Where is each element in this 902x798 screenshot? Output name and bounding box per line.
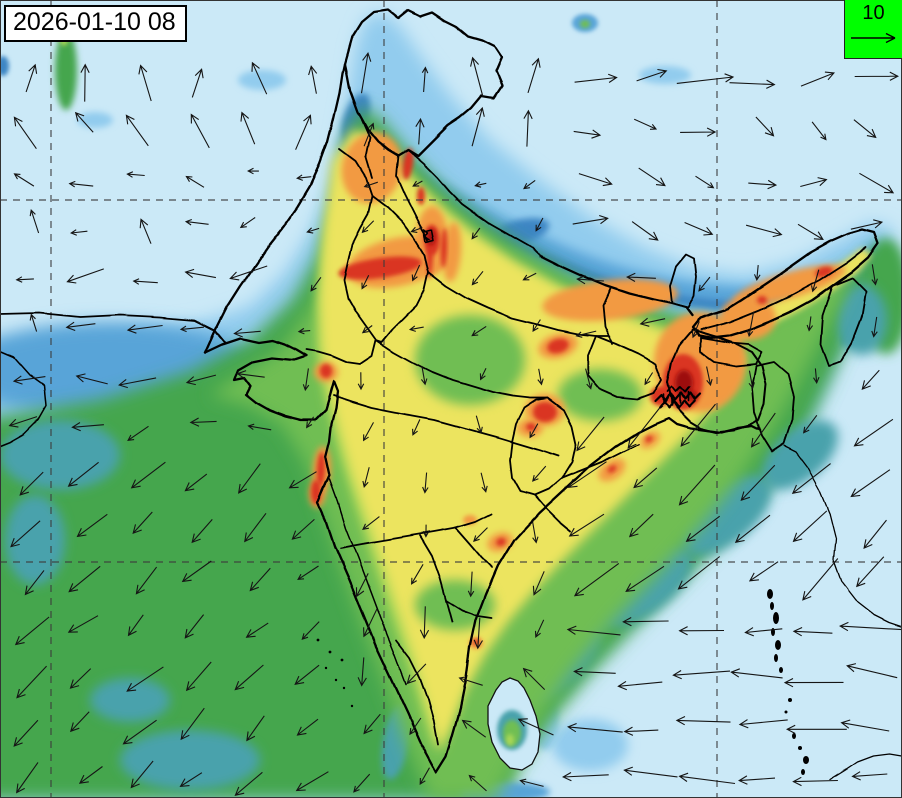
lakshadweep-islands <box>316 638 354 708</box>
timestamp-label: 2026-01-10 08 <box>13 8 176 36</box>
contour-fill-layer <box>0 12 902 798</box>
wind-legend-arrow-icon <box>850 32 895 44</box>
state-boundaries <box>0 8 902 781</box>
kolkata-scribble <box>654 386 701 409</box>
timestamp-box: 2026-01-10 08 <box>4 5 187 42</box>
wind-arrow-layer <box>8 52 902 796</box>
delhi-scribble <box>423 229 431 240</box>
wind-legend-value: 10 <box>862 2 885 24</box>
wind-legend-box: 10 <box>844 0 902 59</box>
